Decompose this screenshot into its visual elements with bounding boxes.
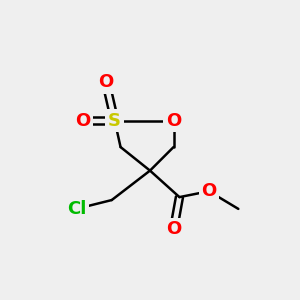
Text: O: O: [98, 73, 113, 91]
Text: O: O: [75, 112, 90, 130]
Text: O: O: [166, 220, 181, 238]
Text: O: O: [166, 112, 181, 130]
Text: O: O: [201, 182, 217, 200]
Text: S: S: [108, 112, 121, 130]
Text: Cl: Cl: [67, 200, 86, 218]
